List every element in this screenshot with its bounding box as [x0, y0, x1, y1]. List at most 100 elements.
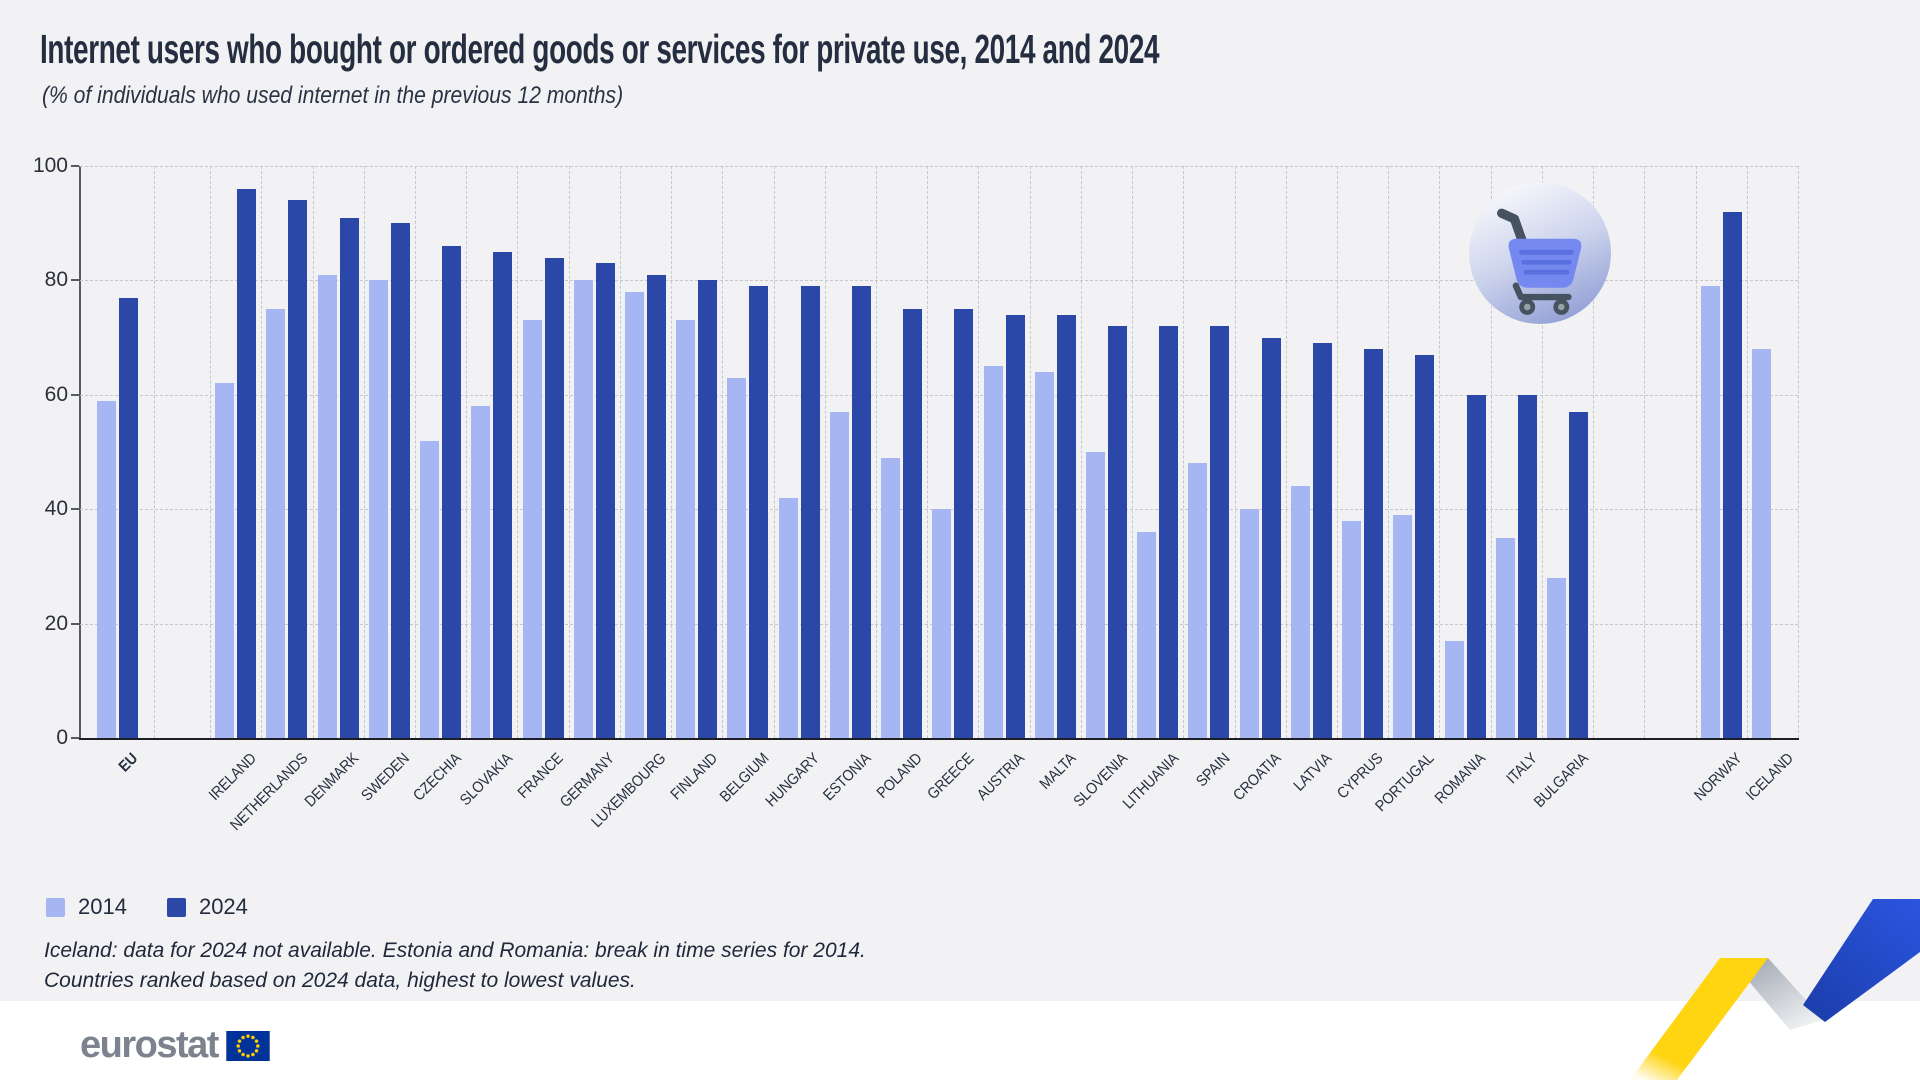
bar-2014-malta — [1034, 371, 1054, 738]
bar-2014-slovakia — [471, 406, 491, 738]
y-tick-label: 60 — [44, 382, 68, 406]
vertical-gridline — [1234, 166, 1236, 738]
vertical-gridline — [619, 166, 621, 738]
bar-2024-netherlands — [288, 200, 308, 738]
vertical-gridline — [671, 166, 672, 738]
bar-2014-romania — [1444, 640, 1464, 738]
horizontal-gridline — [80, 394, 1798, 396]
bar-2014-eu — [96, 400, 116, 738]
vertical-gridline — [978, 166, 980, 738]
bar-2024-bulgaria — [1569, 412, 1588, 738]
bar-2024-germany — [595, 263, 615, 738]
bar-2024-norway — [1722, 211, 1742, 738]
bar-2014-poland — [881, 457, 901, 738]
eurostat-logo: eurostat — [80, 1024, 270, 1067]
bar-2024-lithuania — [1159, 326, 1179, 738]
bar-2024-hungary — [800, 286, 820, 738]
vertical-gridline — [773, 166, 775, 738]
bar-2024-luxembourg — [646, 274, 666, 738]
bar-2024-finland — [698, 280, 718, 738]
bar-2014-france — [522, 320, 542, 738]
x-label-text: FINLAND — [667, 750, 721, 804]
bar-2024-slovenia — [1108, 326, 1127, 738]
x-label-text: ROMANIA — [1431, 750, 1490, 808]
vertical-gridline — [722, 166, 724, 738]
footnote-line-1: Iceland: data for 2024 not available. Es… — [44, 939, 866, 962]
bar-2024-italy — [1517, 394, 1537, 738]
bar-2014-slovenia — [1086, 452, 1105, 738]
y-axis-tick — [71, 622, 79, 625]
y-axis-tick — [71, 165, 79, 167]
bar-2014-estonia — [829, 412, 849, 738]
vertical-gridline — [1695, 166, 1697, 738]
bar-2024-greece — [954, 309, 974, 738]
vertical-gridline — [517, 166, 519, 738]
bar-2014-ireland — [215, 383, 235, 738]
chart-subtitle: (% of individuals who used internet in t… — [42, 82, 624, 109]
vertical-gridline — [824, 166, 826, 738]
y-tick-label: 100 — [32, 154, 68, 177]
x-label-text: CROATIA — [1229, 750, 1285, 805]
bar-2014-germany — [573, 280, 593, 738]
chart-title: Internet users who bought or ordered goo… — [40, 26, 1160, 72]
x-label-text: NORWAY — [1690, 750, 1746, 805]
legend-label-2024: 2024 — [198, 894, 248, 919]
footnotes: Iceland: data for 2024 not available. Es… — [44, 936, 866, 996]
bar-2014-denmark — [317, 274, 337, 738]
vertical-gridline — [1439, 166, 1441, 738]
bar-2014-austria — [983, 366, 1003, 738]
x-label-text: SLOVAKIA — [456, 750, 516, 810]
vertical-gridline — [363, 166, 365, 738]
x-label-text: DENMARK — [301, 750, 363, 811]
bar-2014-spain — [1188, 463, 1208, 738]
vertical-gridline — [1132, 166, 1134, 738]
horizontal-gridline — [80, 280, 1798, 282]
bar-2014-luxembourg — [624, 291, 644, 738]
vertical-gridline — [154, 166, 155, 738]
bar-2024-sweden — [390, 223, 410, 738]
bar-2024-france — [544, 257, 564, 738]
bar-2014-iceland — [1751, 349, 1771, 738]
bar-2024-spain — [1210, 326, 1230, 738]
vertical-gridline — [1388, 166, 1390, 738]
trend-ribbon-decoration — [1630, 899, 1920, 1080]
bar-2024-slovakia — [493, 251, 513, 738]
vertical-gridline — [568, 166, 570, 738]
vertical-gridline — [1593, 166, 1595, 738]
footer-band — [0, 1001, 1920, 1080]
bar-2014-croatia — [1239, 509, 1259, 738]
vertical-gridline — [1337, 166, 1338, 738]
legend: 2014 2024 — [46, 894, 248, 920]
bar-2014-belgium — [727, 377, 747, 738]
shopping-cart-icon — [1469, 182, 1611, 324]
bar-2014-cyprus — [1342, 520, 1362, 738]
vertical-gridline — [927, 166, 929, 738]
vertical-gridline — [1644, 166, 1646, 738]
legend-swatch-2014 — [46, 897, 65, 917]
bar-2024-poland — [903, 309, 923, 738]
vertical-gridline — [261, 166, 263, 738]
bar-2024-eu — [118, 297, 138, 738]
bar-2024-malta — [1056, 314, 1076, 738]
bar-2024-portugal — [1415, 354, 1435, 738]
x-label-text: GREECE — [923, 750, 977, 803]
bar-2014-sweden — [368, 280, 388, 738]
x-label-text: SPAIN — [1192, 750, 1233, 791]
bar-2024-latvia — [1312, 343, 1332, 738]
x-label-text: ITALY — [1502, 750, 1541, 788]
vertical-gridline — [1285, 166, 1287, 738]
vertical-gridline — [1746, 166, 1748, 738]
bar-2014-italy — [1495, 537, 1515, 738]
x-label-text: ICELAND — [1742, 750, 1797, 804]
vertical-gridline — [1541, 166, 1543, 738]
vertical-gridline — [1490, 166, 1492, 738]
bar-2024-cyprus — [1364, 349, 1384, 738]
eurostat-logo-text: eurostat — [80, 1024, 219, 1066]
y-tick-label: 0 — [56, 726, 68, 749]
bar-2024-austria — [1005, 314, 1025, 738]
vertical-gridline — [1798, 166, 1799, 738]
bar-2014-bulgaria — [1547, 577, 1566, 738]
x-label-text: AUSTRIA — [974, 750, 1029, 804]
